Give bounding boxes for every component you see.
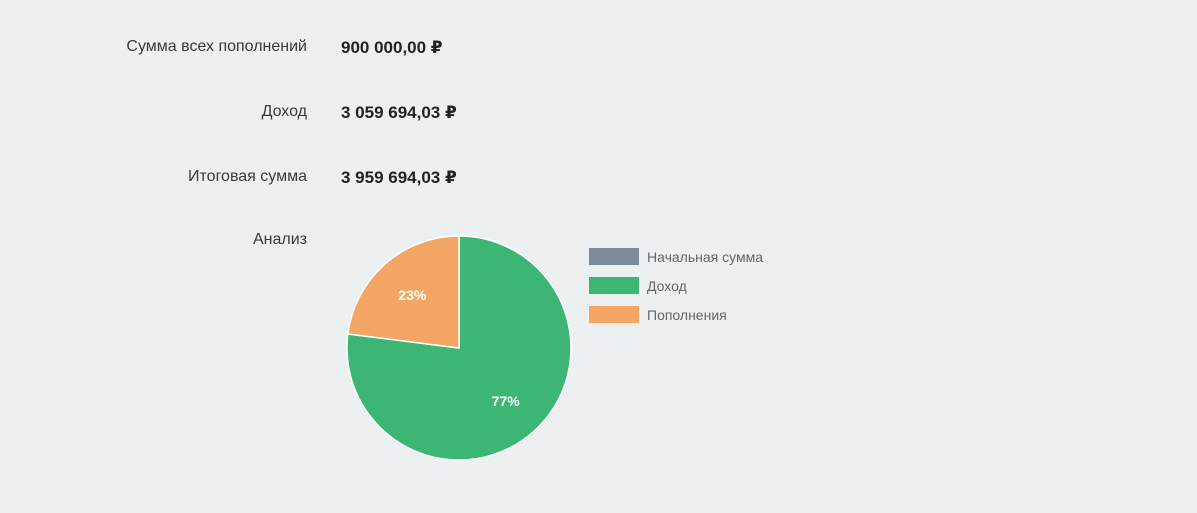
income-value: 3 059 694,03 ₽ <box>341 103 457 122</box>
deposits-value: 900 000,00 ₽ <box>341 38 443 57</box>
total-value: 3 959 694,03 ₽ <box>341 168 457 187</box>
deposits-label: Сумма всех пополнений <box>126 38 307 55</box>
legend-swatch <box>589 248 639 265</box>
analysis-label: Анализ <box>252 231 307 248</box>
legend-swatch <box>589 306 639 323</box>
legend-item[interactable]: Начальная сумма <box>589 248 763 265</box>
pie-chart: 77% 23% <box>346 235 572 461</box>
legend-item[interactable]: Доход <box>589 277 687 294</box>
pie-slice-label: 77% <box>492 393 521 409</box>
legend-item[interactable]: Пополнения <box>589 306 727 323</box>
pie-slice[interactable] <box>347 235 460 349</box>
legend-label: Пополнения <box>647 306 727 323</box>
total-label: Итоговая сумма <box>188 168 307 185</box>
pie-slice-label: 23% <box>398 287 427 303</box>
legend-label: Начальная сумма <box>647 248 763 265</box>
income-label: Доход <box>261 103 307 120</box>
legend-label: Доход <box>647 277 687 294</box>
legend-swatch <box>589 277 639 294</box>
